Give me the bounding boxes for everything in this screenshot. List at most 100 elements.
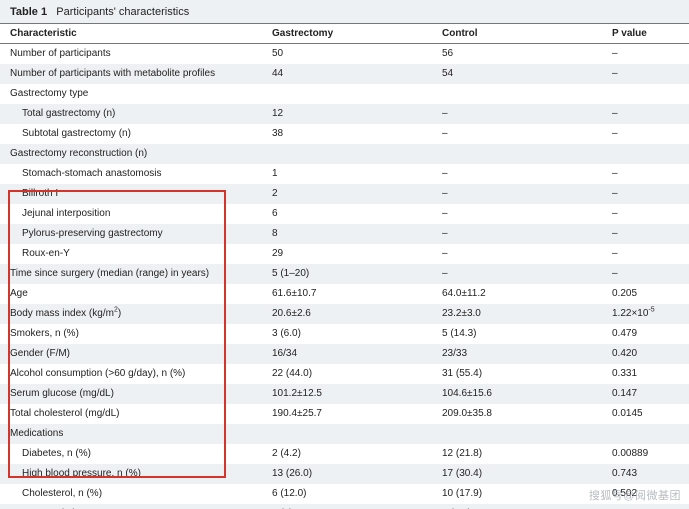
cell-gastrectomy: 8 xyxy=(262,224,432,244)
cell-pvalue xyxy=(602,144,689,164)
table-row: Jejunal interposition6–– xyxy=(0,204,689,224)
cell-gastrectomy: 3 (6.0) xyxy=(262,324,432,344)
table-row: Roux-en-Y29–– xyxy=(0,244,689,264)
table-title: Table 1 Participants' characteristics xyxy=(0,0,689,23)
table-row: Cholesterol, n (%)6 (12.0)10 (17.9)0.502 xyxy=(0,484,689,504)
cell-pvalue: 0.497 xyxy=(602,504,689,509)
cell-pvalue: – xyxy=(602,104,689,124)
cell-gastrectomy: 38 xyxy=(262,124,432,144)
table-row: Diabetes, n (%)2 (4.2)12 (21.8)0.00889 xyxy=(0,444,689,464)
cell-control: – xyxy=(432,204,602,224)
table-row: Total gastrectomy (n)12–– xyxy=(0,104,689,124)
cell-control: 104.6±15.6 xyxy=(432,384,602,404)
table-row: Alcohol consumption (>60 g/day), n (%)22… xyxy=(0,364,689,384)
cell-label: Pylorus-preserving gastrectomy xyxy=(0,224,262,244)
cell-label: Gastrectomy reconstruction (n) xyxy=(0,144,262,164)
table-row: Stomach-stomach anastomosis1–– xyxy=(0,164,689,184)
cell-label: Serum glucose (mg/dL) xyxy=(0,384,262,404)
table-row: Gender (F/M)16/3423/330.420 xyxy=(0,344,689,364)
cell-pvalue: 0.479 xyxy=(602,324,689,344)
col-pvalue: P value xyxy=(602,24,689,44)
cell-gastrectomy: 13 (26.0) xyxy=(262,464,432,484)
cell-label: Body mass index (kg/m2) xyxy=(0,304,262,324)
cell-control: 64.0±11.2 xyxy=(432,284,602,304)
cell-control xyxy=(432,84,602,104)
table-row: Gastrectomy reconstruction (n) xyxy=(0,144,689,164)
participants-table: Characteristic Gastrectomy Control P val… xyxy=(0,23,689,509)
cell-control: – xyxy=(432,164,602,184)
cell-gastrectomy: 5 (1–20) xyxy=(262,264,432,284)
cell-gastrectomy xyxy=(262,144,432,164)
cell-gastrectomy: 2 (4.2) xyxy=(262,444,432,464)
cell-gastrectomy: 0 (0) xyxy=(262,504,432,509)
cell-control: 209.0±35.8 xyxy=(432,404,602,424)
cell-control: 31 (55.4) xyxy=(432,364,602,384)
cell-gastrectomy: 12 xyxy=(262,104,432,124)
cell-label: Total cholesterol (mg/dL) xyxy=(0,404,262,424)
table-caption: Participants' characteristics xyxy=(56,6,189,18)
table-row: Total cholesterol (mg/dL)190.4±25.7209.0… xyxy=(0,404,689,424)
cell-gastrectomy: 6 (12.0) xyxy=(262,484,432,504)
cell-pvalue: 0.502 xyxy=(602,484,689,504)
cell-pvalue: 0.743 xyxy=(602,464,689,484)
cell-control: – xyxy=(432,104,602,124)
cell-label: Medications xyxy=(0,424,262,444)
cell-label: Diabetes, n (%) xyxy=(0,444,262,464)
cell-pvalue xyxy=(602,424,689,444)
cell-label: Number of participants with metabolite p… xyxy=(0,64,262,84)
cell-pvalue: 1.22×10-5 xyxy=(602,304,689,324)
header-row: Characteristic Gastrectomy Control P val… xyxy=(0,24,689,44)
cell-control: 17 (30.4) xyxy=(432,464,602,484)
cell-label: High blood pressure, n (%) xyxy=(0,464,262,484)
cell-label: Gender (F/M) xyxy=(0,344,262,364)
cell-gastrectomy: 20.6±2.6 xyxy=(262,304,432,324)
cell-label: Subtotal gastrectomy (n) xyxy=(0,124,262,144)
cell-control xyxy=(432,144,602,164)
table-row: Number of participants5056– xyxy=(0,44,689,65)
cell-control: 12 (21.8) xyxy=(432,444,602,464)
cell-control: 5 (14.3) xyxy=(432,324,602,344)
col-characteristic: Characteristic xyxy=(0,24,262,44)
cell-control: 23/33 xyxy=(432,344,602,364)
cell-label: Billroth I xyxy=(0,184,262,204)
cell-gastrectomy xyxy=(262,424,432,444)
cell-pvalue: – xyxy=(602,164,689,184)
cell-control: 2 (3.6) xyxy=(432,504,602,509)
table-label: Table 1 xyxy=(10,6,47,18)
cell-label: Alcohol consumption (>60 g/day), n (%) xyxy=(0,364,262,384)
cell-pvalue: – xyxy=(602,244,689,264)
cell-label: Gout, n, (%) xyxy=(0,504,262,509)
table-row: Number of participants with metabolite p… xyxy=(0,64,689,84)
cell-control: – xyxy=(432,184,602,204)
cell-pvalue: 0.331 xyxy=(602,364,689,384)
cell-pvalue: 0.420 xyxy=(602,344,689,364)
cell-label: Total gastrectomy (n) xyxy=(0,104,262,124)
cell-label: Jejunal interposition xyxy=(0,204,262,224)
table-row: Gout, n, (%)0 (0)2 (3.6)0.497 xyxy=(0,504,689,509)
table-row: Serum glucose (mg/dL)101.2±12.5104.6±15.… xyxy=(0,384,689,404)
table-row: Time since surgery (median (range) in ye… xyxy=(0,264,689,284)
cell-pvalue: – xyxy=(602,44,689,65)
cell-gastrectomy: 2 xyxy=(262,184,432,204)
cell-label: Age xyxy=(0,284,262,304)
cell-pvalue: 0.0145 xyxy=(602,404,689,424)
cell-gastrectomy: 190.4±25.7 xyxy=(262,404,432,424)
table-row: Smokers, n (%)3 (6.0)5 (14.3)0.479 xyxy=(0,324,689,344)
cell-label: Cholesterol, n (%) xyxy=(0,484,262,504)
cell-pvalue: – xyxy=(602,124,689,144)
cell-pvalue: – xyxy=(602,64,689,84)
cell-pvalue: – xyxy=(602,204,689,224)
table-row: Body mass index (kg/m2)20.6±2.623.2±3.01… xyxy=(0,304,689,324)
cell-label: Stomach-stomach anastomosis xyxy=(0,164,262,184)
cell-gastrectomy: 44 xyxy=(262,64,432,84)
cell-label: Gastrectomy type xyxy=(0,84,262,104)
cell-control: 56 xyxy=(432,44,602,65)
cell-control: 23.2±3.0 xyxy=(432,304,602,324)
table-row: Gastrectomy type xyxy=(0,84,689,104)
table-row: Subtotal gastrectomy (n)38–– xyxy=(0,124,689,144)
cell-gastrectomy: 1 xyxy=(262,164,432,184)
table-row: Billroth I2–– xyxy=(0,184,689,204)
cell-gastrectomy: 50 xyxy=(262,44,432,65)
cell-label: Time since surgery (median (range) in ye… xyxy=(0,264,262,284)
cell-gastrectomy: 22 (44.0) xyxy=(262,364,432,384)
